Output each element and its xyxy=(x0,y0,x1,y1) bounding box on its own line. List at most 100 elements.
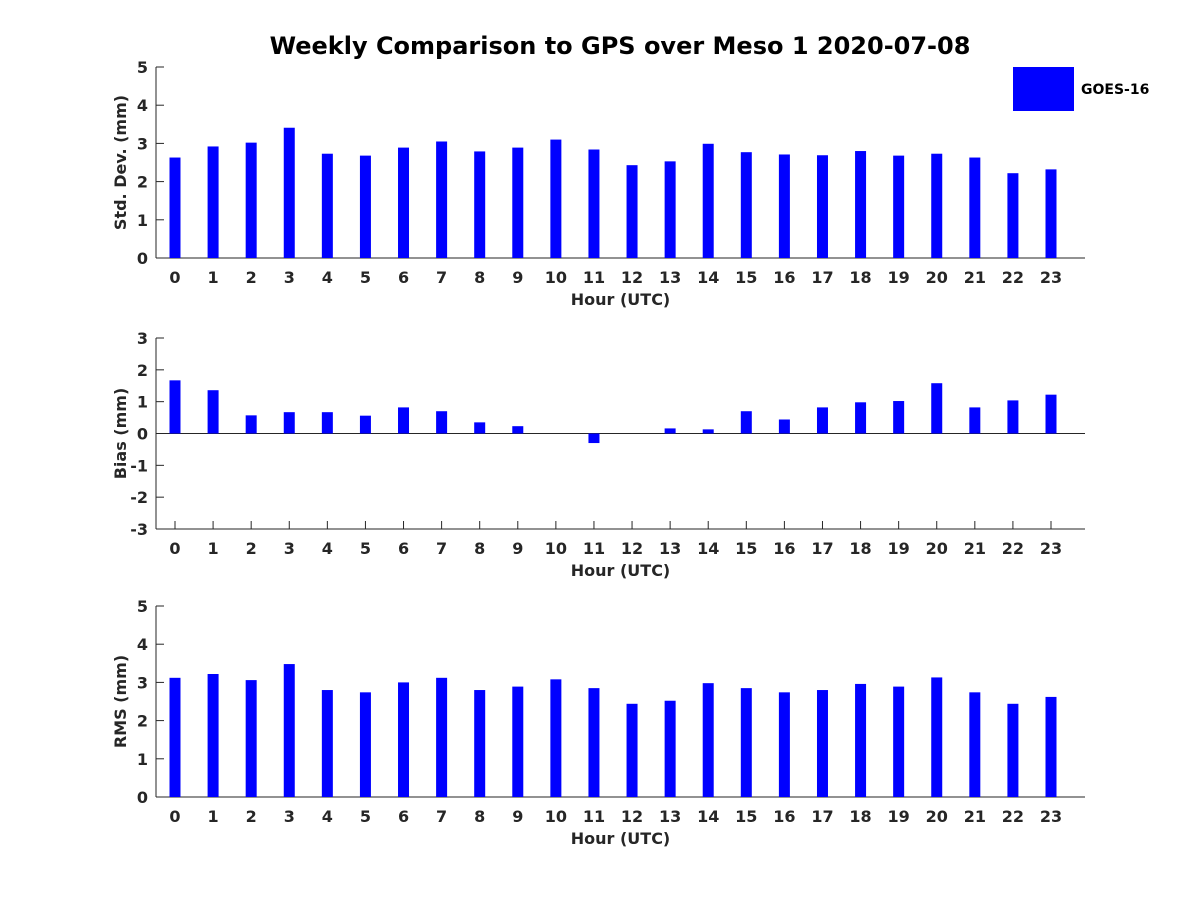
bar-bias-hour-2 xyxy=(245,415,257,434)
bar-rms-hour-20 xyxy=(931,677,943,797)
x-tick-label: 3 xyxy=(284,268,295,287)
bar-std-hour-21 xyxy=(969,157,981,258)
x-tick-label: 21 xyxy=(964,539,986,558)
x-tick-label: 18 xyxy=(849,807,871,826)
x-tick-label: 16 xyxy=(773,807,795,826)
x-tick-label: 8 xyxy=(474,539,485,558)
y-axis-label: Bias (mm) xyxy=(111,388,130,480)
bar-rms-hour-19 xyxy=(893,686,905,797)
x-tick-label: 12 xyxy=(621,807,643,826)
x-tick-label: 2 xyxy=(246,268,257,287)
bar-bias-hour-4 xyxy=(321,412,333,434)
bar-rms-hour-5 xyxy=(359,692,371,797)
bar-bias-hour-3 xyxy=(283,412,295,434)
y-tick-label: 1 xyxy=(137,211,148,230)
y-tick-label: 1 xyxy=(137,393,148,412)
bar-bias-hour-11 xyxy=(588,433,600,444)
bar-rms-hour-13 xyxy=(664,700,676,797)
y-axis-label: RMS (mm) xyxy=(111,655,130,748)
x-tick-label: 12 xyxy=(621,539,643,558)
x-tick-label: 17 xyxy=(811,807,833,826)
chart-title: Weekly Comparison to GPS over Meso 1 202… xyxy=(270,32,971,60)
bar-rms-hour-12 xyxy=(626,703,638,797)
x-tick-label: 4 xyxy=(322,268,333,287)
bar-bias-hour-20 xyxy=(931,383,943,434)
x-tick-label: 5 xyxy=(360,539,371,558)
bar-std-hour-3 xyxy=(283,127,295,258)
x-tick-label: 16 xyxy=(773,539,795,558)
x-tick-label: 20 xyxy=(926,539,948,558)
x-tick-label: 5 xyxy=(360,268,371,287)
x-tick-label: 10 xyxy=(545,807,567,826)
bar-std-hour-17 xyxy=(816,155,828,258)
y-tick-label: 5 xyxy=(137,597,148,616)
x-tick-label: 22 xyxy=(1002,807,1024,826)
x-tick-label: 1 xyxy=(208,268,219,287)
bar-std-hour-15 xyxy=(740,152,752,258)
bar-std-hour-22 xyxy=(1007,173,1019,258)
x-tick-label: 8 xyxy=(474,268,485,287)
y-tick-label: 4 xyxy=(137,635,148,654)
x-tick-label: 3 xyxy=(284,539,295,558)
bar-rms-hour-3 xyxy=(283,664,295,797)
x-tick-label: 13 xyxy=(659,539,681,558)
bar-std-hour-19 xyxy=(893,155,905,258)
x-tick-label: 20 xyxy=(926,807,948,826)
y-tick-label: 2 xyxy=(137,173,148,192)
bar-std-hour-5 xyxy=(359,155,371,258)
bar-rms-hour-14 xyxy=(702,683,714,797)
x-tick-label: 9 xyxy=(512,539,523,558)
x-tick-label: 12 xyxy=(621,268,643,287)
x-tick-label: 22 xyxy=(1002,268,1024,287)
x-tick-label: 15 xyxy=(735,807,757,826)
x-tick-label: 9 xyxy=(512,268,523,287)
x-tick-label: 11 xyxy=(583,807,605,826)
bar-bias-hour-18 xyxy=(855,402,867,434)
bar-bias-hour-8 xyxy=(474,422,486,434)
bar-std-hour-2 xyxy=(245,142,257,258)
y-tick-label: 5 xyxy=(137,58,148,77)
x-tick-label: 22 xyxy=(1002,539,1024,558)
bar-std-hour-10 xyxy=(550,139,562,258)
bar-bias-hour-23 xyxy=(1045,394,1057,434)
bar-rms-hour-6 xyxy=(398,682,410,797)
x-tick-label: 21 xyxy=(964,268,986,287)
bar-rms-hour-9 xyxy=(512,686,524,797)
x-axis-label: Hour (UTC) xyxy=(571,561,671,580)
bar-bias-hour-22 xyxy=(1007,400,1019,434)
x-tick-label: 5 xyxy=(360,807,371,826)
bar-bias-hour-16 xyxy=(778,419,790,434)
x-tick-label: 4 xyxy=(322,539,333,558)
bar-bias-hour-17 xyxy=(816,407,828,434)
bar-std-hour-20 xyxy=(931,153,943,258)
legend-label: GOES-16 xyxy=(1081,82,1149,98)
bar-std-hour-4 xyxy=(321,153,333,258)
bar-bias-hour-9 xyxy=(512,426,524,434)
y-tick-label: 1 xyxy=(137,750,148,769)
bar-rms-hour-0 xyxy=(169,677,181,797)
bar-bias-hour-1 xyxy=(207,390,219,434)
x-tick-label: 7 xyxy=(436,268,447,287)
bar-std-hour-9 xyxy=(512,147,524,258)
x-tick-label: 16 xyxy=(773,268,795,287)
bar-rms-hour-10 xyxy=(550,679,562,797)
bar-rms-hour-16 xyxy=(778,692,790,797)
x-tick-label: 15 xyxy=(735,268,757,287)
y-tick-label: -3 xyxy=(130,520,148,539)
bar-rms-hour-11 xyxy=(588,688,600,797)
x-tick-label: 18 xyxy=(849,539,871,558)
x-tick-label: 19 xyxy=(888,539,910,558)
x-tick-label: 13 xyxy=(659,807,681,826)
x-tick-label: 2 xyxy=(246,807,257,826)
bar-rms-hour-22 xyxy=(1007,703,1019,797)
bar-bias-hour-15 xyxy=(740,411,752,434)
y-tick-label: -2 xyxy=(130,488,148,507)
bar-rms-hour-17 xyxy=(816,690,828,797)
x-tick-label: 6 xyxy=(398,807,409,826)
bar-std-hour-14 xyxy=(702,143,714,258)
bar-bias-hour-7 xyxy=(436,411,448,434)
